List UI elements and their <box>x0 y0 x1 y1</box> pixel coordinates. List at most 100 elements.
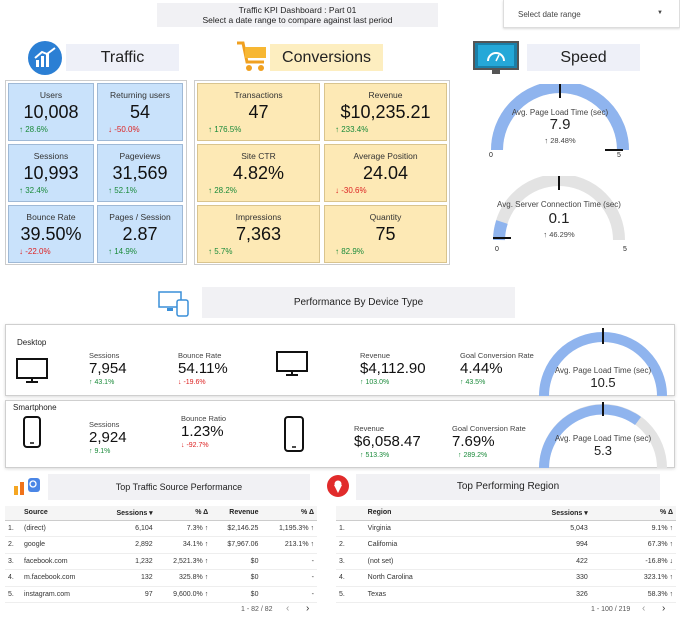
table-row[interactable]: 1. (direct) 6,104 7.3% ↑ $2,146.25 1,195.3% ↑ <box>5 520 317 537</box>
table-cell: - <box>261 553 317 570</box>
column-header[interactable]: Sessions ▾ <box>98 506 156 521</box>
index-header <box>5 506 22 521</box>
smartphone-revenue-value: $6,058.47 <box>354 433 421 450</box>
region-table: Region Sessions ▾% Δ 1. Virginia 5,043 9.1% … <box>336 506 676 603</box>
table-cell: $0 <box>211 586 262 603</box>
desktop-revenue-change: ↑ 103.0% <box>360 379 390 386</box>
kpi-value: 2.87 <box>122 224 158 244</box>
kpi-label: Bounce Rate <box>26 212 76 222</box>
column-header[interactable]: % Δ <box>155 506 212 521</box>
kpi-card-pageviews: Pageviews 31,569 ↑ 52.1% <box>97 144 183 202</box>
kpi-value: 31,569 <box>112 163 168 183</box>
smartphone-bounce-value: 1.23% <box>181 423 224 440</box>
table-cell: 2,521.3% ↑ <box>155 553 212 570</box>
kpi-value: 39.50% <box>20 224 82 244</box>
table-cell: 132 <box>98 569 156 587</box>
kpi-change: ↑ 14.9% <box>108 247 137 256</box>
server-connection-change: ↑ 46.29% <box>543 230 575 239</box>
sources-prev-button[interactable]: ‹ <box>286 603 290 614</box>
desktop-load-gauge <box>539 328 667 396</box>
table-cell: 2,892 <box>98 536 156 554</box>
traffic-panel <box>5 80 187 265</box>
page-load-value: 7.9 <box>549 116 571 133</box>
kpi-change: ↑ 5.7% <box>208 247 233 256</box>
table-cell: 34.1% ↑ <box>155 536 212 554</box>
kpi-change: ↑ 32.4% <box>19 186 48 195</box>
table-cell: $0 <box>211 569 262 587</box>
region-pager: 1 - 100 / 219 <box>591 606 631 613</box>
kpi-label: Quantity <box>369 212 402 222</box>
table-row[interactable]: 2. California 994 67.3% ↑ <box>336 536 676 554</box>
table-cell: - <box>261 586 317 603</box>
kpi-change: ↓ -22.0% <box>19 247 51 256</box>
sources-next-button[interactable]: › <box>306 603 310 614</box>
column-header[interactable]: % Δ <box>261 506 317 521</box>
table-cell: 2. <box>5 536 22 554</box>
column-header[interactable]: Sessions ▾ <box>488 506 591 521</box>
column-header[interactable]: Revenue <box>211 506 262 521</box>
sources-pager: 1 - 82 / 82 <box>241 606 273 613</box>
desktop-gauge-label: Avg. Page Load Time (sec) <box>554 366 652 375</box>
desktop-row <box>5 324 675 396</box>
server-connection-label: Avg. Server Connection Time (sec) <box>497 200 621 209</box>
region-next-button[interactable]: › <box>662 603 666 614</box>
traffic-heading: Traffic <box>66 44 179 71</box>
analytics-icon <box>12 476 42 496</box>
dashboard-title: Traffic KPI Dashboard : Part 01 Select a… <box>157 3 438 27</box>
kpi-value: $10,235.21 <box>340 102 431 122</box>
smartphone-title: Smartphone <box>13 403 57 412</box>
kpi-change: ↑ 52.1% <box>108 186 137 195</box>
desktop-revenue-label: Revenue <box>360 351 391 360</box>
table-row[interactable]: 3. (not set) 422 -16.8% ↓ <box>336 553 676 570</box>
table-cell: 97 <box>98 586 156 603</box>
speedometer-monitor-icon <box>473 41 519 75</box>
shopping-cart-icon <box>234 38 270 74</box>
table-cell: 9.1% ↑ <box>590 520 676 537</box>
table-cell: instagram.com <box>21 586 99 603</box>
region-prev-button[interactable]: ‹ <box>642 603 646 614</box>
table-cell: 5. <box>5 586 22 603</box>
table-cell: 5,043 <box>488 520 591 537</box>
table-cell: Virginia <box>364 520 489 537</box>
table-cell: 330 <box>488 569 591 587</box>
table-cell: 1,195.3% ↑ <box>261 520 317 537</box>
table-cell: 67.3% ↑ <box>590 536 676 554</box>
page-load-label: Avg. Page Load Time (sec) <box>511 108 609 117</box>
table-cell: 994 <box>488 536 591 554</box>
table-row[interactable]: 3. facebook.com 1,232 2,521.3% ↑ $0- <box>5 553 317 570</box>
table-row[interactable]: 4. m.facebook.com 132 325.8% ↑ $0- <box>5 569 317 587</box>
column-header[interactable]: % Δ <box>590 506 676 521</box>
server-connection-min: 0 <box>495 246 499 253</box>
sources-table: Source Sessions ▾% Δ Revenue% Δ 1. (direct)… <box>5 506 317 603</box>
column-header[interactable]: Region <box>364 506 489 521</box>
table-cell: California <box>364 536 489 554</box>
table-row[interactable]: 1. Virginia 5,043 9.1% ↑ <box>336 520 676 537</box>
table-row[interactable]: 4. North Carolina 330 323.1% ↑ <box>336 569 676 587</box>
date-range-picker[interactable]: Select date range ▼ <box>503 0 680 28</box>
date-range-placeholder: Select date range <box>518 10 581 19</box>
desktop-goal-value: 4.44% <box>460 360 503 377</box>
page-load-min: 0 <box>489 152 493 159</box>
column-header[interactable]: Source <box>21 506 99 521</box>
chevron-down-icon: ▼ <box>657 10 663 16</box>
table-cell: 6,104 <box>98 520 156 537</box>
conversions-panel <box>194 80 450 265</box>
table-row[interactable]: 2. google 2,892 34.1% ↑ $7,967.06 213.1% ↑ <box>5 536 317 554</box>
table-cell: 3. <box>336 553 365 570</box>
desktop-sessions-change: ↑ 43.1% <box>89 379 115 386</box>
table-cell: facebook.com <box>21 553 99 570</box>
title-line-1: Traffic KPI Dashboard : Part 01 <box>238 5 357 15</box>
sources-heading: Top Traffic Source Performance <box>48 474 310 500</box>
table-cell: (direct) <box>21 520 99 537</box>
table-row[interactable]: 5. instagram.com 97 9,600.0% ↑ $0- <box>5 586 317 603</box>
table-row[interactable]: 5. Texas 326 58.3% ↑ <box>336 586 676 603</box>
kpi-label: Pageviews <box>119 151 161 161</box>
kpi-card-users: Users 10,008 ↑ 28.6% <box>8 83 94 141</box>
traffic-chart-icon <box>27 40 63 76</box>
kpi-value: 24.04 <box>362 163 409 183</box>
smartphone-revenue-icon <box>284 416 304 457</box>
page-load-gauge <box>491 84 629 151</box>
kpi-label: Site CTR <box>241 151 276 161</box>
devices-icon <box>157 290 191 318</box>
kpi-change: ↓ -50.0% <box>108 125 140 134</box>
